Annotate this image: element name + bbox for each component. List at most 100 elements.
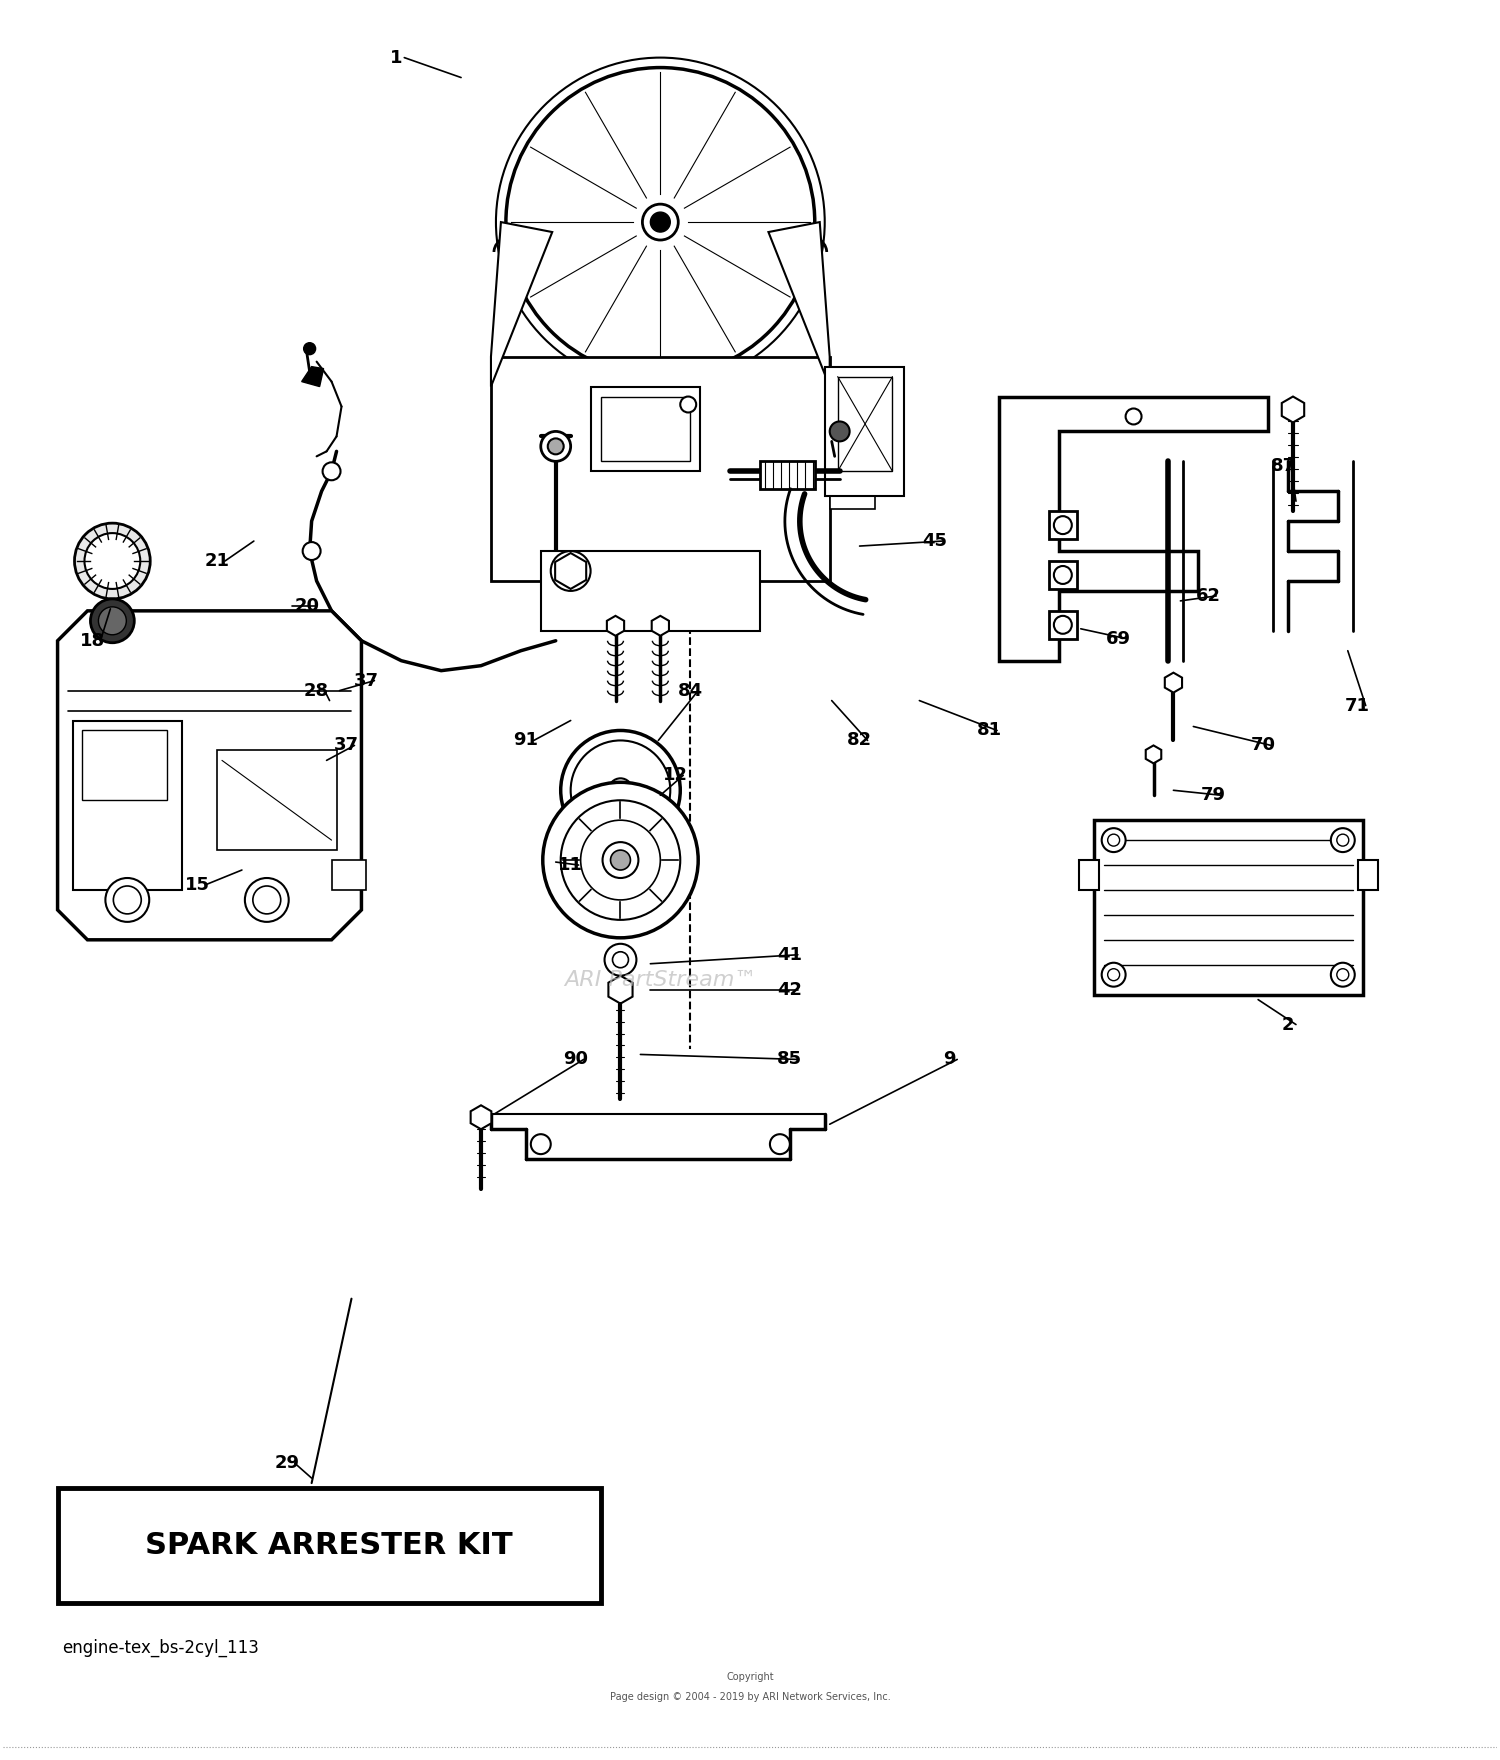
Circle shape	[1107, 968, 1119, 980]
Bar	[72, 720, 182, 891]
Circle shape	[681, 396, 696, 412]
Text: 84: 84	[678, 681, 703, 699]
Circle shape	[651, 213, 670, 232]
Text: 70: 70	[1251, 736, 1275, 755]
Text: 15: 15	[184, 876, 210, 894]
Bar	[1048, 561, 1077, 590]
Text: 29: 29	[274, 1454, 298, 1471]
Circle shape	[1054, 567, 1072, 584]
Circle shape	[303, 343, 315, 356]
Bar	[217, 750, 336, 850]
Polygon shape	[555, 553, 586, 590]
Circle shape	[531, 1133, 550, 1155]
Circle shape	[612, 952, 628, 968]
Text: Copyright: Copyright	[726, 1672, 774, 1683]
Circle shape	[604, 943, 636, 975]
Circle shape	[830, 421, 849, 442]
Circle shape	[90, 598, 135, 642]
Circle shape	[114, 885, 141, 913]
Circle shape	[1330, 963, 1354, 987]
Text: Page design © 2004 - 2019 by ARI Network Services, Inc.: Page design © 2004 - 2019 by ARI Network…	[609, 1693, 891, 1702]
Polygon shape	[302, 366, 324, 387]
Text: 45: 45	[922, 532, 946, 551]
Circle shape	[542, 431, 570, 461]
Text: 9: 9	[944, 1051, 956, 1068]
Bar	[830, 491, 874, 509]
Text: ARI PartStream™: ARI PartStream™	[564, 970, 756, 989]
Bar	[1048, 611, 1077, 639]
Circle shape	[1336, 968, 1348, 980]
Bar	[830, 466, 874, 484]
Text: 62: 62	[1196, 586, 1221, 605]
Bar	[1358, 861, 1377, 891]
Text: 42: 42	[777, 980, 802, 998]
Circle shape	[105, 878, 148, 922]
Circle shape	[254, 885, 280, 913]
Bar	[1094, 820, 1362, 994]
Polygon shape	[768, 222, 830, 387]
Text: 82: 82	[847, 732, 871, 750]
Bar	[830, 417, 874, 435]
Bar	[57, 1487, 600, 1603]
Bar	[830, 366, 874, 385]
Text: 11: 11	[558, 855, 584, 875]
Circle shape	[1330, 829, 1354, 852]
Text: 85: 85	[777, 1051, 802, 1068]
Polygon shape	[471, 1105, 492, 1130]
Polygon shape	[1146, 746, 1161, 764]
Polygon shape	[57, 611, 362, 940]
Circle shape	[642, 204, 678, 239]
Text: 12: 12	[663, 766, 688, 785]
Circle shape	[543, 781, 698, 938]
Text: SPARK ARRESTER KIT: SPARK ARRESTER KIT	[146, 1531, 513, 1559]
Bar	[830, 442, 874, 459]
Bar	[542, 551, 760, 630]
Text: engine-tex_bs-2cyl_113: engine-tex_bs-2cyl_113	[63, 1639, 260, 1656]
Circle shape	[610, 850, 630, 869]
Text: 21: 21	[204, 553, 230, 570]
Bar	[332, 861, 366, 891]
Polygon shape	[608, 616, 624, 635]
Bar	[82, 730, 166, 801]
Bar	[591, 387, 700, 472]
Circle shape	[1101, 829, 1125, 852]
Circle shape	[506, 67, 814, 377]
Circle shape	[322, 463, 340, 480]
Circle shape	[1054, 516, 1072, 533]
Circle shape	[75, 523, 150, 598]
Circle shape	[1054, 616, 1072, 634]
Text: 91: 91	[513, 732, 538, 750]
Polygon shape	[999, 396, 1268, 660]
Circle shape	[84, 533, 141, 590]
Circle shape	[770, 1133, 790, 1155]
Bar	[830, 391, 874, 410]
Circle shape	[550, 551, 591, 591]
Text: 79: 79	[1202, 787, 1225, 804]
Circle shape	[548, 438, 564, 454]
Circle shape	[1336, 834, 1348, 847]
Polygon shape	[1166, 672, 1182, 693]
Bar	[490, 357, 830, 581]
Circle shape	[570, 741, 670, 840]
Bar	[600, 396, 690, 461]
Circle shape	[561, 801, 681, 920]
Bar	[760, 461, 814, 489]
Bar	[837, 377, 892, 472]
Text: 1: 1	[390, 49, 402, 67]
Text: 81: 81	[976, 722, 1002, 739]
Circle shape	[609, 778, 633, 803]
Polygon shape	[609, 975, 633, 1003]
Text: 37: 37	[354, 672, 380, 690]
Circle shape	[558, 558, 584, 584]
Circle shape	[303, 542, 321, 560]
Text: 18: 18	[80, 632, 105, 649]
Circle shape	[99, 607, 126, 635]
Text: 41: 41	[777, 945, 802, 964]
Circle shape	[1125, 408, 1142, 424]
Circle shape	[561, 730, 681, 850]
Circle shape	[1101, 963, 1125, 987]
Circle shape	[580, 820, 660, 899]
Circle shape	[244, 878, 288, 922]
Text: 71: 71	[1346, 697, 1370, 715]
Bar	[825, 366, 904, 496]
